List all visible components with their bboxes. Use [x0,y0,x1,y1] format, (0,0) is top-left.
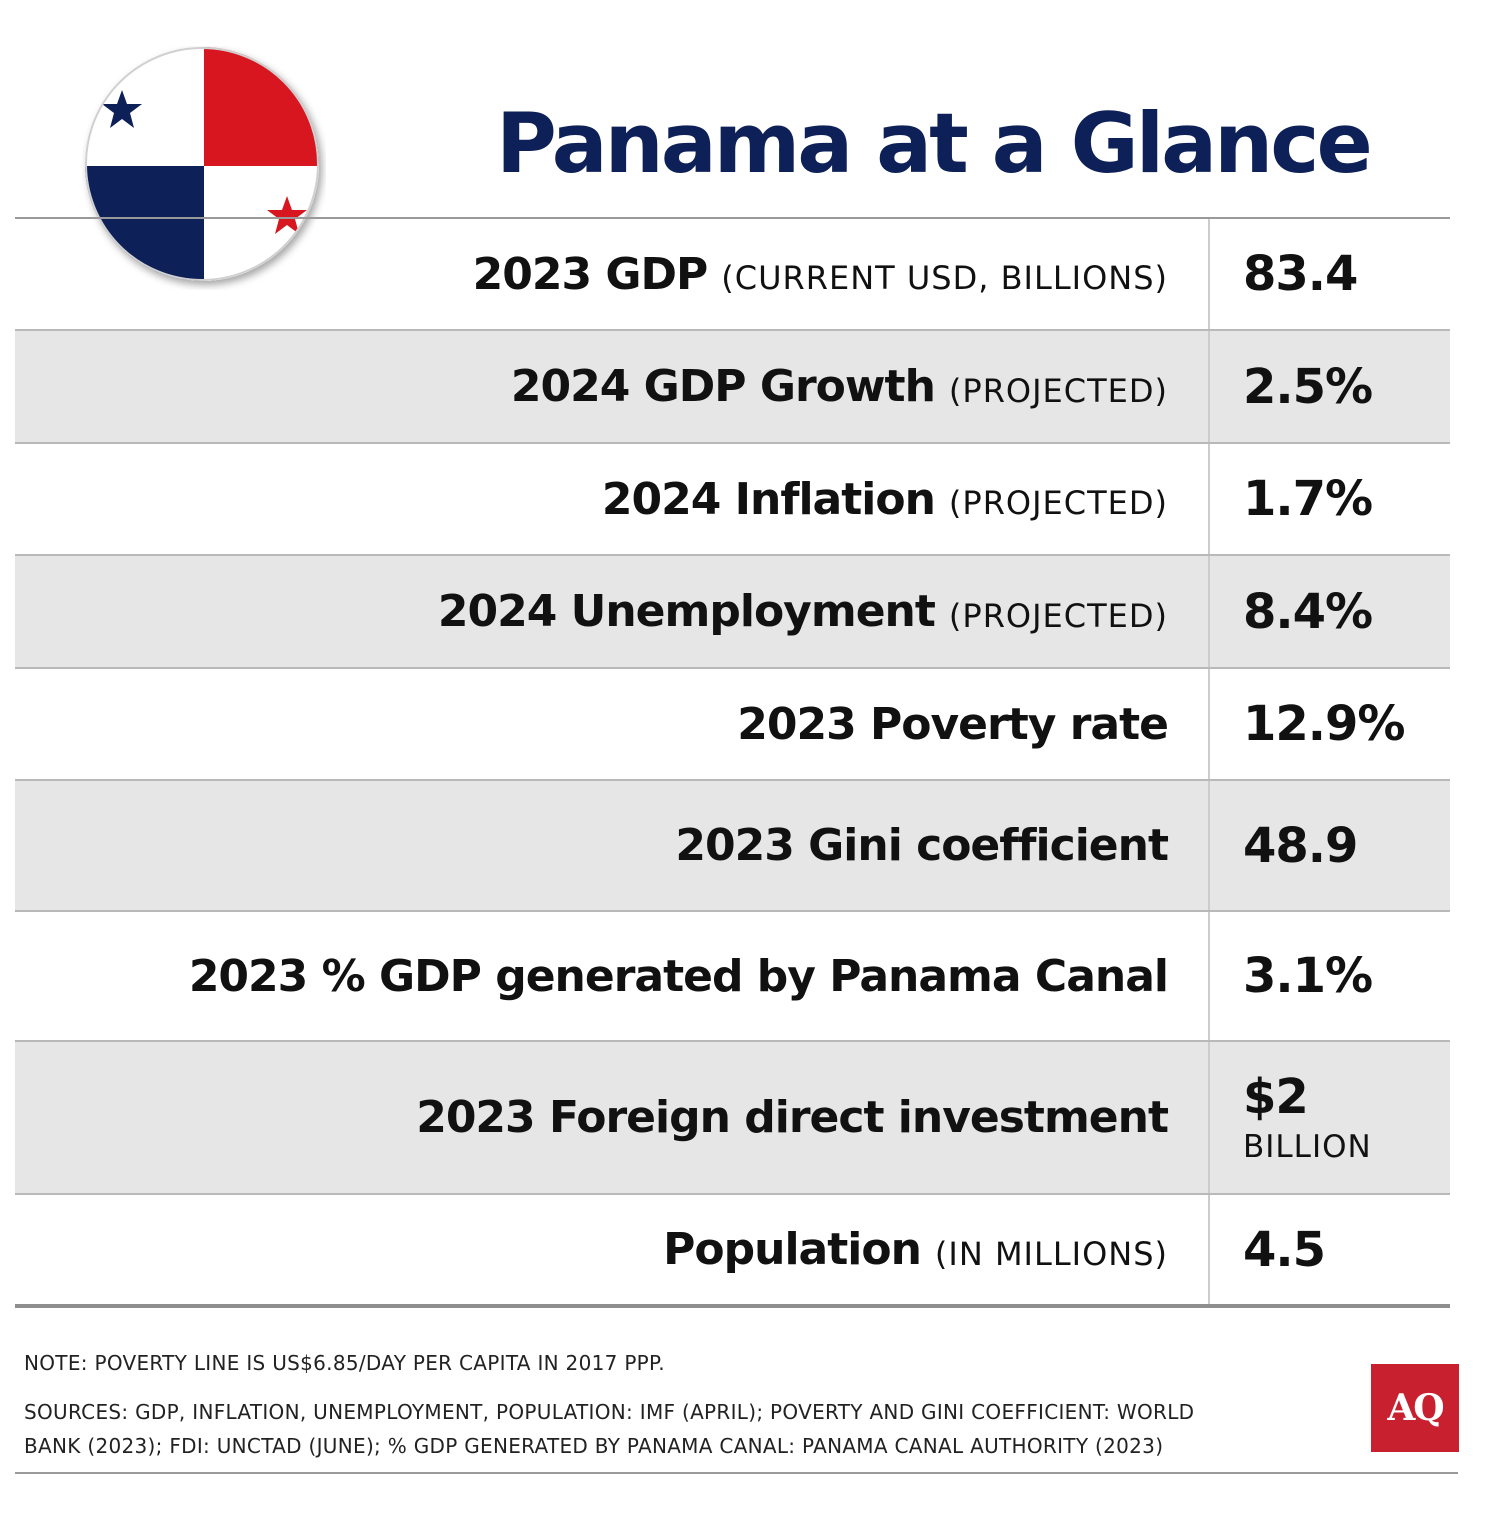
row-label-cell: 2024 GDP Growth (PROJECTED) [15,331,1210,442]
panama-flag-icon [85,47,319,281]
row-value: 8.4% [1243,583,1373,640]
row-value: 3.1% [1243,948,1373,1004]
row-label-cell: 2023 Foreign direct investment [15,1042,1210,1193]
row-label-cell: 2024 Unemployment (PROJECTED) [15,556,1210,667]
row-qualifier: (PROJECTED) [948,596,1168,635]
row-qualifier: (IN MILLIONS) [934,1234,1168,1273]
row-value: 1.7% [1243,471,1373,527]
row-value-cell: 4.5 [1210,1195,1450,1304]
page-title: Panama at a Glance [496,95,1373,192]
row-label-cell: 2023 % GDP generated by Panama Canal [15,912,1210,1040]
row-label-cell: 2023 Gini coefficient [15,781,1210,910]
table-row: 2023 Foreign direct investment $2 BILLIO… [15,1042,1450,1195]
row-label-cell: 2023 GDP (CURRENT USD, BILLIONS) [15,219,1210,329]
table-row: 2023 Poverty rate 12.9% [15,669,1450,781]
row-label: 2023 GDP [472,248,709,300]
row-value-cell: 12.9% [1210,669,1450,779]
row-label: Population [663,1224,922,1275]
row-label-cell: 2023 Poverty rate [15,669,1210,779]
row-value-cell: 48.9 [1210,781,1450,910]
row-label: 2023 Gini coefficient [675,820,1169,871]
row-qualifier: (PROJECTED) [948,371,1168,410]
table-row: 2024 Inflation (PROJECTED) 1.7% [15,444,1450,556]
row-value: 2.5% [1243,358,1373,415]
row-value: 83.4 [1243,246,1358,302]
row-value: 48.9 [1243,817,1358,874]
row-value-cell: 2.5% [1210,331,1450,442]
row-label: 2023 % GDP generated by Panama Canal [188,950,1169,1002]
bottom-divider [15,1472,1458,1474]
footnote: NOTE: POVERTY LINE IS US$6.85/DAY PER CA… [24,1351,665,1375]
table-row: 2024 GDP Growth (PROJECTED) 2.5% [15,331,1450,444]
table-row: 2023 GDP (CURRENT USD, BILLIONS) 83.4 [15,219,1450,331]
row-value-cell: 8.4% [1210,556,1450,667]
sources-line-2: BANK (2023); FDI: UNCTAD (JUNE); % GDP G… [24,1434,1164,1458]
row-label: 2024 Unemployment [437,586,936,637]
row-value-cell: 1.7% [1210,444,1450,554]
row-value-unit: BILLION [1243,1128,1372,1165]
row-qualifier: (CURRENT USD, BILLIONS) [721,259,1168,297]
table-row: 2023 % GDP generated by Panama Canal 3.1… [15,912,1450,1042]
sources-line-1: SOURCES: GDP, INFLATION, UNEMPLOYMENT, P… [24,1400,1195,1424]
row-value-cell: 83.4 [1210,219,1450,329]
aq-logo-icon: AQ [1371,1364,1459,1452]
row-label-cell: Population (IN MILLIONS) [15,1195,1210,1304]
row-value: 12.9% [1243,696,1406,752]
row-value: $2 [1243,1068,1309,1125]
row-label: 2024 Inflation [601,473,936,525]
row-label-cell: 2024 Inflation (PROJECTED) [15,444,1210,554]
aq-logo-text: AQ [1387,1387,1444,1429]
row-label: 2023 Foreign direct investment [416,1092,1169,1143]
table-row: 2023 Gini coefficient 48.9 [15,781,1450,912]
row-value: 4.5 [1243,1221,1326,1278]
row-value-cell: $2 BILLION [1210,1042,1450,1193]
top-divider [15,217,1450,219]
stats-table: 2023 GDP (CURRENT USD, BILLIONS) 83.4 20… [15,219,1450,1308]
table-row: Population (IN MILLIONS) 4.5 [15,1195,1450,1308]
row-label: 2024 GDP Growth [510,361,936,412]
row-value-cell: 3.1% [1210,912,1450,1040]
row-qualifier: (PROJECTED) [948,484,1168,522]
table-row: 2024 Unemployment (PROJECTED) 8.4% [15,556,1450,669]
row-label: 2023 Poverty rate [737,698,1169,750]
